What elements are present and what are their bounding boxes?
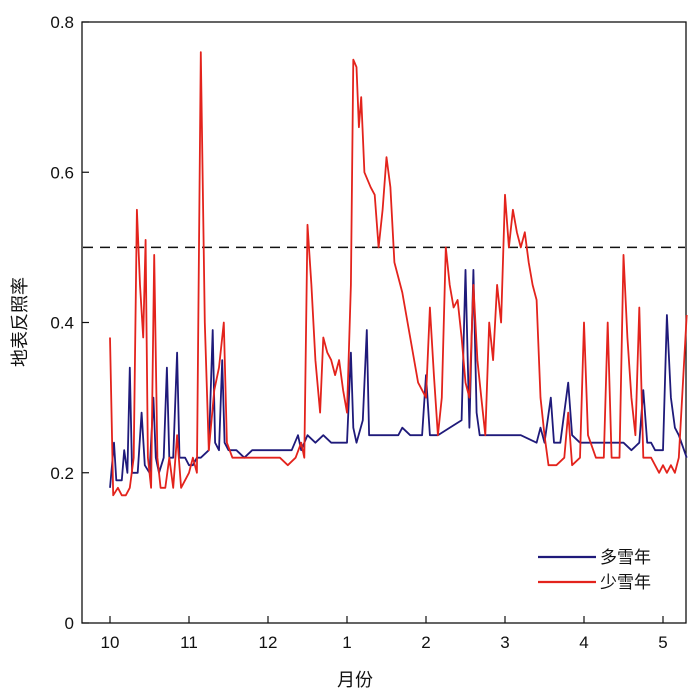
plot-frame [81,21,687,624]
y-tick-label: 0.8 [50,13,74,32]
x-tick-label: 11 [180,633,198,652]
y-tick-label: 0 [65,614,74,633]
legend: 多雪年 少雪年 [538,548,651,593]
x-tick-label: 12 [259,633,278,652]
x-tick-label: 1 [342,633,351,652]
y-axis-title: 地表反照率 [10,277,31,367]
series-line-1 [109,268,688,488]
y-axis: 0 0.2 0.4 0.6 0.8 [50,13,89,633]
y-tick-label: 0.4 [50,314,74,333]
x-axis-title: 月份 [337,670,373,691]
y-tick-label: 0.2 [50,464,74,483]
x-tick-label: 5 [658,633,667,652]
x-tick-label: 3 [500,633,509,652]
legend-label-series-1: 多雪年 [600,548,651,568]
x-tick-label: 10 [101,633,120,652]
y-tick-label: 0.6 [50,163,74,182]
x-axis: 10 11 12 1 2 3 4 5 [101,616,668,652]
legend-label-series-2: 少雪年 [600,573,651,593]
x-tick-label: 2 [421,633,430,652]
series-layer [109,51,688,497]
series-line-2 [109,51,688,497]
x-tick-label: 4 [579,633,588,652]
